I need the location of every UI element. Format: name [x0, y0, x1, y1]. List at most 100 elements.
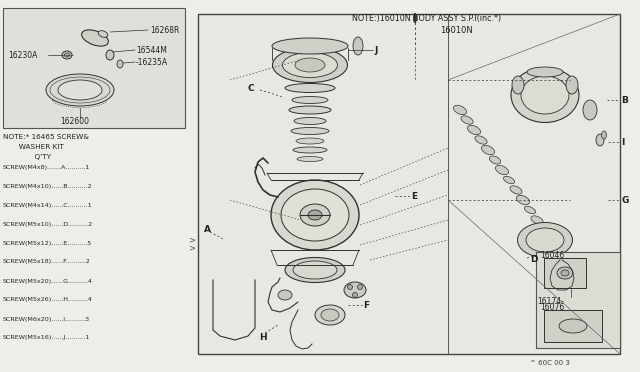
Text: SCREW(M5x20)......G..........4: SCREW(M5x20)......G..........4 [3, 279, 93, 283]
Ellipse shape [294, 118, 326, 125]
Ellipse shape [511, 67, 579, 122]
Ellipse shape [98, 31, 108, 37]
Ellipse shape [272, 38, 348, 54]
Text: G: G [621, 196, 628, 205]
Text: 162600: 162600 [60, 116, 89, 125]
Ellipse shape [481, 145, 495, 155]
Ellipse shape [271, 180, 359, 250]
Bar [544, 310, 602, 342]
Text: 16076: 16076 [540, 304, 564, 312]
Text: SCREW(M4x10)......B..........2: SCREW(M4x10)......B..........2 [3, 183, 93, 189]
Ellipse shape [289, 106, 331, 114]
Ellipse shape [321, 309, 339, 321]
Ellipse shape [561, 270, 569, 276]
Text: F: F [363, 301, 369, 310]
Text: WASHER KIT: WASHER KIT [3, 144, 64, 150]
Ellipse shape [58, 80, 102, 100]
Ellipse shape [490, 156, 500, 164]
Bar [544, 258, 586, 288]
Text: NOTE:)16010N BODY ASSY S.P.I(inc.*): NOTE:)16010N BODY ASSY S.P.I(inc.*) [352, 13, 501, 22]
Text: D: D [530, 256, 538, 264]
Text: >: > [188, 244, 195, 253]
Bar [536, 252, 620, 348]
Ellipse shape [282, 52, 337, 77]
Ellipse shape [524, 206, 536, 214]
Text: ^ 60C 00 3: ^ 60C 00 3 [530, 360, 570, 366]
Text: 16268R: 16268R [150, 26, 179, 35]
Text: 16230A: 16230A [8, 51, 37, 60]
Ellipse shape [475, 136, 487, 144]
Ellipse shape [308, 210, 322, 220]
Text: J: J [374, 45, 378, 55]
Ellipse shape [117, 60, 123, 68]
Ellipse shape [315, 305, 345, 325]
Text: SCREW(M5x18)......F..........2: SCREW(M5x18)......F..........2 [3, 260, 91, 264]
Ellipse shape [521, 76, 569, 114]
Ellipse shape [344, 282, 366, 298]
Ellipse shape [516, 195, 529, 205]
Text: H: H [259, 333, 267, 341]
Ellipse shape [504, 176, 515, 184]
Ellipse shape [526, 228, 564, 252]
Ellipse shape [467, 125, 481, 135]
Ellipse shape [297, 157, 323, 161]
Ellipse shape [46, 74, 114, 106]
Ellipse shape [510, 186, 522, 194]
Ellipse shape [65, 53, 70, 57]
Ellipse shape [296, 138, 324, 144]
Ellipse shape [538, 226, 550, 234]
Ellipse shape [353, 37, 363, 55]
Ellipse shape [106, 50, 114, 60]
Bar [198, 14, 620, 354]
Text: SCREW(M5x10)......D..........2: SCREW(M5x10)......D..........2 [3, 221, 93, 227]
Ellipse shape [413, 13, 417, 22]
Text: 16046: 16046 [540, 251, 564, 260]
Circle shape [358, 285, 362, 289]
Ellipse shape [559, 319, 587, 333]
Ellipse shape [285, 257, 345, 282]
Circle shape [348, 285, 353, 289]
Text: A: A [204, 224, 211, 234]
Ellipse shape [295, 58, 325, 72]
Ellipse shape [292, 96, 328, 103]
Ellipse shape [557, 267, 573, 279]
Text: SCREW(M5x12)......E..........5: SCREW(M5x12)......E..........5 [3, 241, 92, 246]
Text: -16235A: -16235A [136, 58, 168, 67]
Ellipse shape [566, 76, 578, 94]
Text: SCREW(M4x14)......C..........1: SCREW(M4x14)......C..........1 [3, 202, 93, 208]
Circle shape [353, 292, 358, 298]
Ellipse shape [453, 105, 467, 115]
Text: I: I [621, 138, 625, 147]
Ellipse shape [293, 261, 337, 279]
Ellipse shape [602, 131, 607, 139]
Ellipse shape [293, 147, 327, 153]
Text: C: C [248, 83, 255, 93]
Ellipse shape [512, 76, 524, 94]
Text: SCREW(M4x8).......A..........1: SCREW(M4x8).......A..........1 [3, 164, 90, 170]
Ellipse shape [285, 83, 335, 93]
Text: SCREW(M6x20)......I..........3: SCREW(M6x20)......I..........3 [3, 317, 90, 321]
Text: Q'TY: Q'TY [3, 154, 51, 160]
Ellipse shape [531, 216, 543, 224]
Ellipse shape [281, 189, 349, 241]
Ellipse shape [527, 67, 563, 77]
Ellipse shape [62, 51, 72, 59]
Ellipse shape [82, 30, 108, 46]
Text: 16010N: 16010N [440, 26, 473, 35]
Ellipse shape [291, 128, 329, 135]
Text: 16174-: 16174- [537, 296, 564, 305]
Ellipse shape [596, 134, 604, 146]
Ellipse shape [300, 204, 330, 226]
Ellipse shape [273, 48, 348, 83]
Text: E: E [411, 192, 417, 201]
Ellipse shape [518, 222, 573, 257]
Text: 16544M: 16544M [136, 45, 167, 55]
Ellipse shape [278, 290, 292, 300]
Ellipse shape [461, 116, 473, 124]
Bar [3, 8, 185, 128]
Text: SCREW(M5x26)......H..........4: SCREW(M5x26)......H..........4 [3, 298, 93, 302]
Text: B: B [621, 96, 628, 105]
Text: >: > [188, 235, 195, 244]
Text: SCREW(M5x16)......J..........1: SCREW(M5x16)......J..........1 [3, 336, 90, 340]
Text: NOTE:* 16465 SCREW&: NOTE:* 16465 SCREW& [3, 134, 89, 140]
